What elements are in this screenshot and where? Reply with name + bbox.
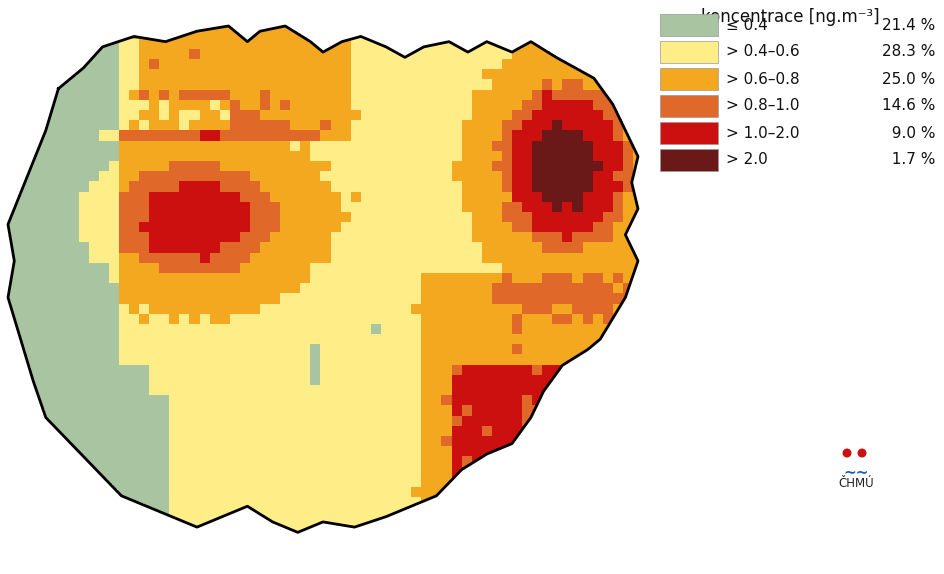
Text: ≤ 0.4: ≤ 0.4 xyxy=(725,17,767,33)
Text: > 1.0–2.0: > 1.0–2.0 xyxy=(725,126,799,141)
Bar xyxy=(659,14,717,36)
Text: > 0.6–0.8: > 0.6–0.8 xyxy=(725,72,799,87)
Text: ∼∼: ∼∼ xyxy=(842,465,868,480)
Text: > 0.8–1.0: > 0.8–1.0 xyxy=(725,99,799,114)
Text: > 2.0: > 2.0 xyxy=(725,153,767,168)
Text: 28.3 %: 28.3 % xyxy=(881,45,934,60)
Text: > 0.4–0.6: > 0.4–0.6 xyxy=(725,45,799,60)
Bar xyxy=(659,149,717,171)
Text: 21.4 %: 21.4 % xyxy=(881,17,934,33)
Text: 25.0 %: 25.0 % xyxy=(881,72,934,87)
Ellipse shape xyxy=(842,448,851,457)
Text: koncentrace [ng.m⁻³]: koncentrace [ng.m⁻³] xyxy=(700,8,878,26)
Text: 9.0 %: 9.0 % xyxy=(881,126,934,141)
Bar xyxy=(659,68,717,90)
Text: 14.6 %: 14.6 % xyxy=(881,99,934,114)
Bar xyxy=(659,95,717,117)
Bar xyxy=(659,41,717,63)
Bar xyxy=(659,122,717,144)
Text: ČHMÚ: ČHMÚ xyxy=(837,477,873,490)
Text: 1.7 %: 1.7 % xyxy=(881,153,934,168)
Ellipse shape xyxy=(856,448,866,457)
